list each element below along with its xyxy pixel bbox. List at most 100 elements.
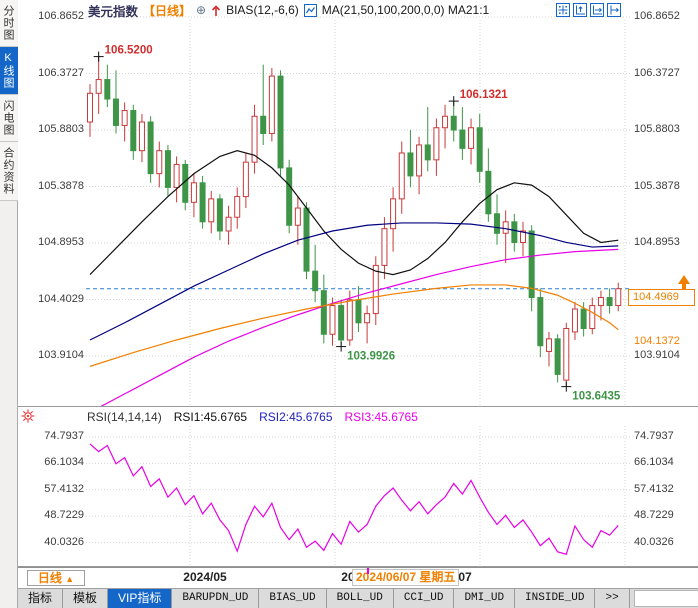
period-selector[interactable]: 日线 ▲ <box>27 570 85 586</box>
bottom-tab-vip-indicators[interactable]: VIP指标 <box>108 589 173 608</box>
candlestick <box>554 338 561 375</box>
candlestick <box>164 150 171 188</box>
rsi-line <box>89 443 619 555</box>
candlestick <box>234 196 241 218</box>
bottom-tab-dmi-ud[interactable]: DMI_UD <box>454 589 516 608</box>
ma-line-ma200 <box>89 284 619 367</box>
time-axis: 日线 ▲ 2024/06/07 星期五 2024/052024/062024/0… <box>18 567 698 587</box>
candlestick <box>208 198 215 223</box>
price-annotation: 103.9926 <box>336 341 395 363</box>
candlestick <box>156 150 163 175</box>
candlestick <box>372 264 379 315</box>
candlestick <box>606 297 613 307</box>
candlestick <box>216 198 223 232</box>
candlestick <box>615 288 622 307</box>
price-axis-label: 104.8953 <box>634 236 680 248</box>
sidebar-tab-contract-info[interactable]: 合约资料 <box>0 142 18 201</box>
bottom-tab-templates[interactable]: 模板 <box>63 589 109 608</box>
candlestick <box>398 152 405 200</box>
price-up-arrow-icon <box>678 275 690 289</box>
candlestick <box>312 270 319 292</box>
rsi-axis-label: 66.1034 <box>44 456 84 469</box>
bottom-tab-barupdn-ud[interactable]: BARUPDN_UD <box>172 589 260 608</box>
bottom-tab-inside-ud[interactable]: INSIDE_UD <box>515 589 596 608</box>
price-axis-label: 103.9104 <box>634 349 680 361</box>
candlestick <box>138 121 145 152</box>
chart-header: 美元指数 【日线】 ⊕ BIAS(12,-6,6) MA(21,50,100,2… <box>88 2 490 19</box>
candlestick <box>225 216 232 232</box>
rsi-axis-label: 74.7937 <box>634 430 674 442</box>
candlestick <box>121 110 128 126</box>
rsi-params-label: RSI(14,14,14) <box>87 410 162 424</box>
pane-separator <box>18 406 698 407</box>
candlestick <box>407 152 414 177</box>
candlestick <box>268 75 275 134</box>
candlestick <box>450 115 457 131</box>
candlestick <box>571 308 578 333</box>
candlestick <box>597 297 604 307</box>
candlestick <box>173 163 180 188</box>
candlestick <box>416 144 423 177</box>
candlestick <box>190 182 197 203</box>
candlestick <box>251 115 258 163</box>
zoom-axis-vertical-icon[interactable] <box>573 3 587 17</box>
price-axis-label: 106.8652 <box>38 10 84 22</box>
rsi1-value: RSI1:45.6765 <box>173 410 248 424</box>
candlestick <box>277 75 284 169</box>
bottom-tab-cci-ud[interactable]: CCI_UD <box>394 589 455 608</box>
svg-text:106.1321: 106.1321 <box>460 89 509 101</box>
tab-bar-spacer <box>633 590 698 607</box>
sidebar-tab-flash-chart[interactable]: 闪电图 <box>0 95 18 142</box>
candlestick-series <box>87 56 622 387</box>
candlestick <box>112 98 119 126</box>
rsi-pane-header: RSI(14,14,14) RSI1:45.6765 RSI2:45.6765 … <box>87 410 418 424</box>
svg-text:106.5200: 106.5200 <box>105 45 153 57</box>
candlestick <box>459 129 466 149</box>
ma-lines <box>89 150 619 406</box>
candlestick <box>364 313 371 324</box>
sidebar-tab-kline-chart[interactable]: K线图 <box>0 47 18 95</box>
bias-indicator-label: BIAS(12,-6,6) <box>226 3 299 17</box>
period-tag: 【日线】 <box>143 3 192 18</box>
bottom-tab-indicators[interactable]: 指标 <box>18 589 64 608</box>
candlestick <box>528 230 535 299</box>
candlestick <box>468 127 475 149</box>
ma-indicator-label: MA(21,50,100,200,0,0) MA21:1 <box>321 3 490 17</box>
svg-text:103.6435: 103.6435 <box>572 391 621 403</box>
rsi-axis-label: 57.4132 <box>44 482 84 495</box>
candlestick <box>147 121 154 175</box>
rsi-axis-label: 66.1034 <box>634 456 674 469</box>
rsi-axis-label: 40.0326 <box>44 535 84 548</box>
price-axis-label: 103.9104 <box>38 349 84 361</box>
bottom-tab-boll-ud[interactable]: BOLL_UD <box>327 589 394 608</box>
svg-text:103.9926: 103.9926 <box>347 351 395 363</box>
candlestick <box>104 79 111 100</box>
add-circle-icon[interactable]: ⊕ <box>196 3 207 17</box>
gridlines <box>86 16 632 566</box>
candlestick <box>329 305 336 335</box>
candlestick <box>242 161 249 198</box>
price-axis-label: 104.4029 <box>38 292 84 305</box>
rsi-axis-label: 48.7229 <box>44 509 84 522</box>
current-price-label: 104.4969 <box>628 289 695 306</box>
indicator-sun-icon[interactable] <box>21 409 35 423</box>
price-axis-label: 104.8953 <box>38 236 84 248</box>
candlestick <box>502 221 509 234</box>
candlestick <box>130 110 137 152</box>
bottom-tab-bias-ud[interactable]: BIAS_UD <box>259 589 327 608</box>
candlestick <box>95 79 102 94</box>
candlestick <box>537 297 544 347</box>
bottom-tab-more-tabs[interactable]: >> <box>595 589 630 608</box>
price-axis-label: 106.3727 <box>634 66 680 79</box>
sidebar-tab-time-chart[interactable]: 分时图 <box>0 0 18 47</box>
zoom-axis-horizontal-icon[interactable] <box>590 3 604 17</box>
candlestick <box>199 182 206 223</box>
candlestick <box>87 92 93 123</box>
rsi-axis-label: 48.7229 <box>634 509 674 522</box>
candlestick <box>320 290 327 335</box>
crosshair-icon[interactable] <box>556 3 570 17</box>
candlestick <box>303 207 310 272</box>
pan-right-icon[interactable] <box>607 3 621 17</box>
price-axis-label: 105.3878 <box>38 179 84 192</box>
